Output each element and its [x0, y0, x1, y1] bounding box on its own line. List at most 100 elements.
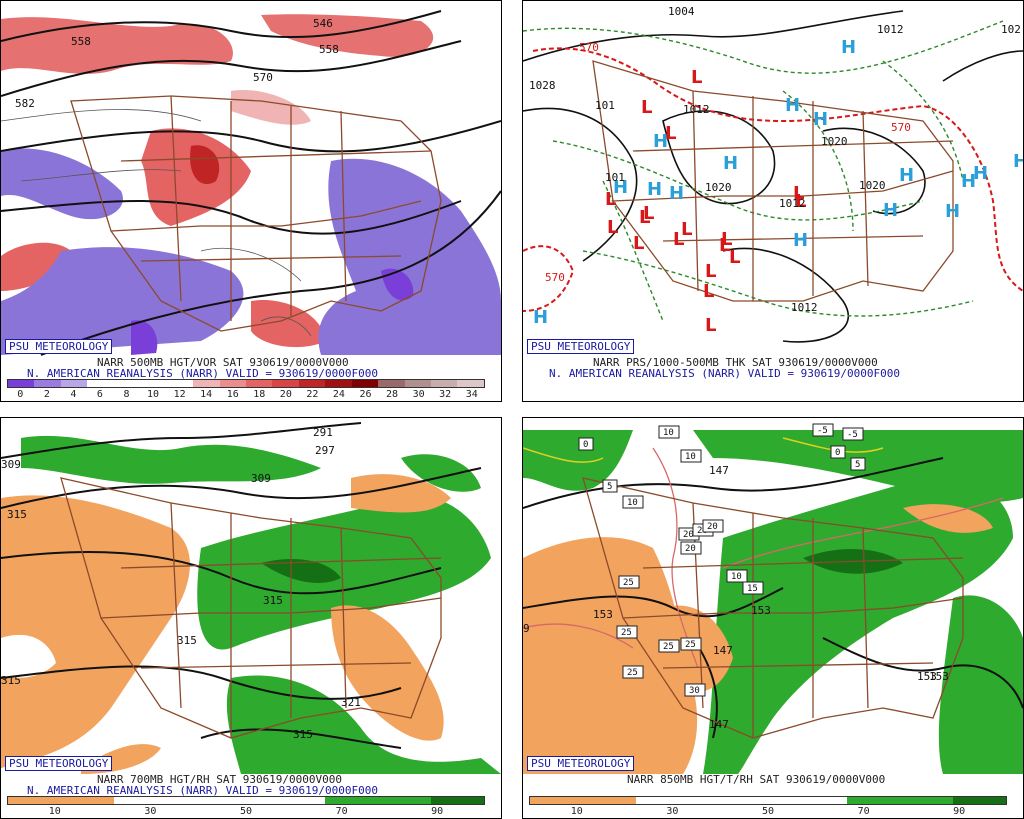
contour-label: 546: [313, 17, 333, 30]
temperature-label: 5: [607, 482, 612, 492]
low-pressure-marker: L: [681, 219, 692, 240]
low-pressure-marker: L: [639, 207, 650, 228]
temperature-label: -5: [847, 430, 858, 440]
scale-tick-label: 26: [359, 389, 372, 400]
contour-label: 153: [917, 670, 937, 683]
scale-swatch: [378, 380, 405, 387]
color-scale-rh: 10 30 50 70 90: [529, 796, 1007, 817]
temperature-box: [702, 519, 724, 533]
state-boundaries: [60, 477, 442, 739]
scale-tick-label: 30: [144, 806, 157, 817]
temperature-label: 10: [731, 572, 742, 582]
contour-label: 1004: [668, 5, 695, 18]
contour-label: 153: [593, 608, 613, 621]
state-boundaries: [592, 60, 954, 302]
temperature-box: [658, 639, 680, 653]
contour-label: 147: [709, 464, 729, 477]
scale-tick-label: 4: [70, 389, 77, 400]
low-pressure-marker: L: [607, 217, 618, 238]
contour-label: 1028: [529, 79, 556, 92]
scale-swatch: [166, 380, 194, 387]
contour-label: 1020: [705, 181, 732, 194]
color-scale-rh: 10 30 50 70 90: [7, 796, 485, 817]
scale-tick-label: 8: [123, 389, 130, 400]
contour-label: 147: [709, 718, 729, 731]
temperature-label: 5: [855, 460, 860, 470]
scale-tick-label: 30: [412, 389, 425, 400]
scale-tick-label: 70: [335, 806, 348, 817]
contour-labels-500mb: 558 546 558 570 582: [15, 17, 339, 110]
scale-swatch: [953, 797, 1007, 804]
high-pressure-marker: H: [883, 200, 898, 221]
contour-label: 315: [263, 594, 283, 607]
temperature-label: 20: [707, 522, 718, 532]
contour-label: 315: [293, 728, 313, 741]
contour-label: 297: [315, 444, 335, 457]
contour-label: 309: [1, 458, 21, 471]
caption-title: NARR 850MB HGT/T/RH SAT 930619/0000V000: [627, 773, 886, 786]
color-scale-ticks: 0 2 4 6 8 10 12 14 16 18 20 22 24 26 28 30 32 34: [7, 388, 485, 400]
high-pressure-marker: H: [785, 95, 800, 116]
map-panel-pressure-thickness: HHHHHHHHHHHHHHHHLLLLLLLLLLLLLLLLLL 10041…: [522, 0, 1024, 402]
temperature-label: 25: [623, 578, 634, 588]
scale-swatch: [219, 380, 246, 387]
temperature-box: [622, 665, 644, 679]
temperature-label: 15: [747, 584, 758, 594]
temperature-box: [680, 637, 702, 651]
high-pressure-marker: H: [813, 109, 828, 130]
scale-tick-label: 22: [306, 389, 319, 400]
temperature-box: [680, 541, 702, 555]
contour-label: 570: [253, 71, 273, 84]
low-pressure-marker: L: [641, 97, 652, 118]
scale-tick-label: 24: [332, 389, 345, 400]
scale-tick-label: 32: [439, 389, 452, 400]
scale-swatch: [900, 797, 954, 804]
map-500mb-svg: 558 546 558 570 582: [1, 1, 501, 401]
high-pressure-marker: H: [669, 183, 684, 204]
color-scale-bar: [7, 796, 485, 805]
contour-label: 570: [545, 271, 565, 284]
contour-label: 570: [891, 121, 911, 134]
scale-tick-label: 16: [226, 389, 239, 400]
high-pressure-marker: H: [533, 307, 548, 328]
contour-label: 153: [929, 670, 949, 683]
scale-tick-label: 34: [465, 389, 478, 400]
temperature-label: 20: [697, 526, 708, 536]
low-pressure-marker: L: [605, 189, 616, 210]
contour-label: 558: [319, 43, 339, 56]
scale-swatch: [530, 797, 583, 804]
high-pressure-marker: H: [793, 230, 808, 251]
high-pressure-marker: H: [945, 201, 960, 222]
scale-tick-label: 10: [147, 389, 160, 400]
scale-swatch: [60, 797, 114, 804]
low-pressure-marker: L: [673, 229, 684, 250]
temperature-box: [622, 495, 644, 509]
contour-label: 1012: [779, 197, 806, 210]
scale-swatch: [8, 380, 35, 387]
temperature-label: 0: [583, 440, 588, 450]
contour-label: 147: [713, 644, 733, 657]
low-pressure-marker: L: [665, 123, 676, 144]
contour-label: 1012: [877, 23, 904, 36]
temperature-box: [578, 437, 594, 451]
temperature-box: [812, 423, 834, 437]
temperature-label: 10: [627, 498, 638, 508]
scale-swatch: [60, 380, 88, 387]
contour-label: 315: [7, 508, 27, 521]
scale-swatch: [351, 380, 379, 387]
high-pressure-marker: H: [961, 171, 976, 192]
temperature-box: [680, 449, 702, 463]
high-pressure-marker: H: [973, 163, 988, 184]
scale-swatch: [794, 797, 848, 804]
contour-labels-700mb: 291 297 309 309 315 315 315 315 321 315: [1, 426, 361, 741]
low-pressure-marker: L: [729, 247, 740, 268]
low-pressure-marker: L: [633, 233, 644, 254]
temperature-label: 25: [685, 640, 696, 650]
scale-tick-label: 70: [857, 806, 870, 817]
temperature-box: [618, 575, 640, 589]
map-panel-850mb: 0 10 10 -5 -5 0 5 5 10 20 20 20 20 10 15 25 25 25 25 25 30 1…: [522, 417, 1024, 819]
low-pressure-marker: L: [691, 67, 702, 88]
caption-title: NARR PRS/1000-500MB THK SAT 930619/0000V…: [593, 356, 878, 369]
map-panel-700mb: 291 297 309 309 315 315 315 315 321 315 PSU METEO…: [0, 417, 502, 819]
high-pressure-marker: H: [613, 177, 628, 198]
